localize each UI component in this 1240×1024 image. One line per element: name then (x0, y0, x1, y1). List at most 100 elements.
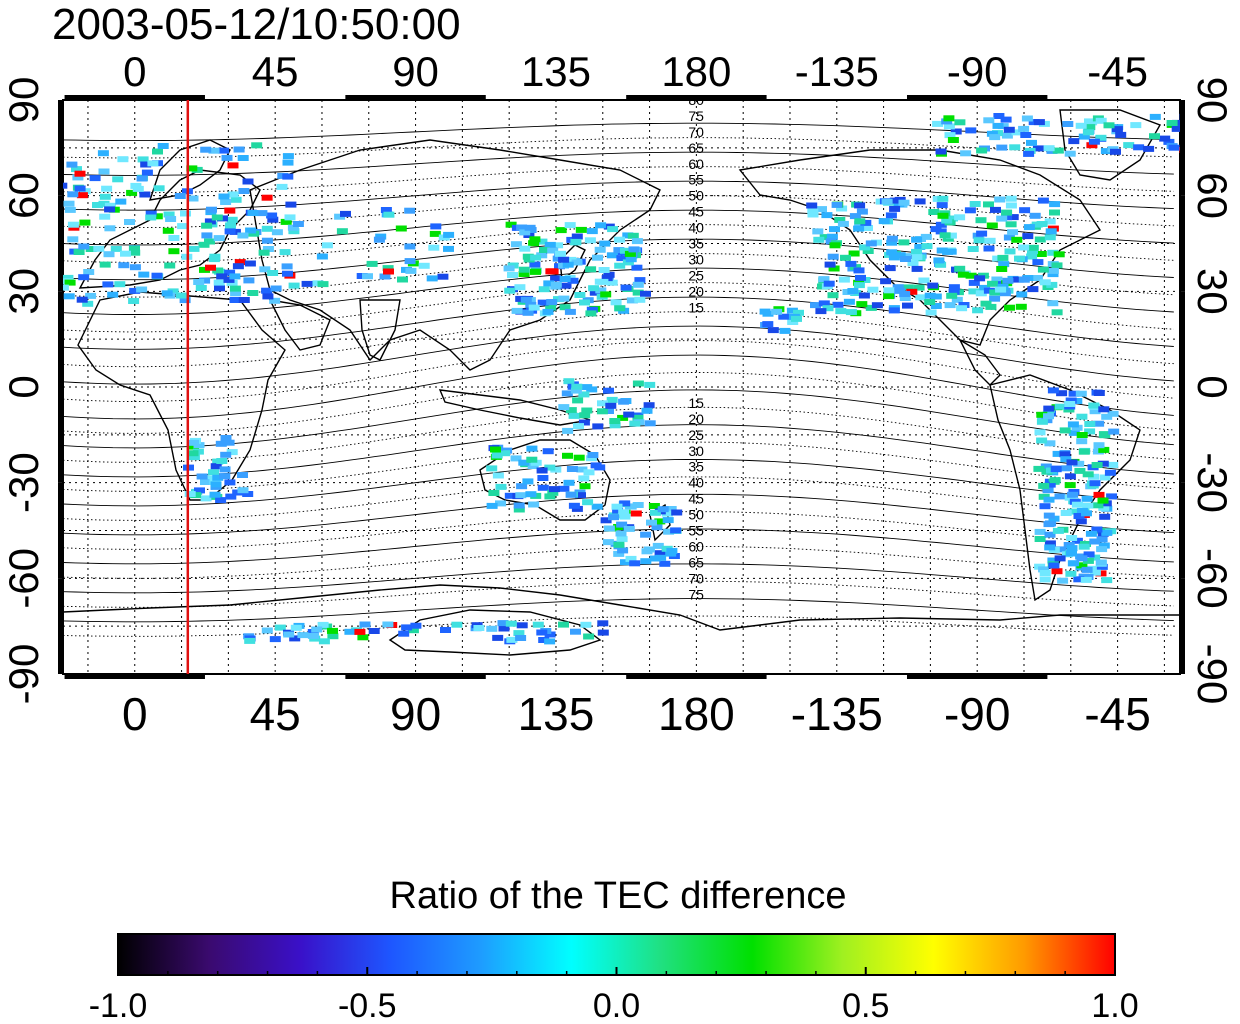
tec-pixel (620, 247, 631, 254)
tec-pixel (66, 161, 78, 168)
tec-pixel (193, 279, 205, 285)
tec-pixel (562, 452, 573, 459)
tec-pixel (145, 214, 157, 221)
tec-pixel (530, 254, 542, 261)
tec-pixel (528, 501, 540, 508)
tec-pixel (911, 248, 922, 255)
tec-pixel (823, 280, 835, 287)
tec-pixel (924, 292, 936, 299)
lon-tick-label-top: 90 (392, 48, 439, 95)
tec-pixel (141, 169, 153, 176)
tec-pixel (1051, 262, 1063, 269)
tec-pixel (1089, 480, 1101, 487)
tec-pixel (505, 221, 517, 228)
tec-pixel (819, 234, 831, 241)
tec-pixel (536, 629, 548, 636)
tec-pixel (1163, 138, 1175, 145)
tec-pixel (628, 246, 640, 253)
tec-pixel (983, 201, 994, 208)
tec-pixel (507, 272, 518, 278)
tec-pixel (516, 224, 528, 231)
tec-pixel (1004, 304, 1015, 311)
tec-pixel (1082, 129, 1094, 136)
tec-pixel (1092, 502, 1104, 509)
tec-pixel (613, 541, 625, 548)
tec-pixel (813, 236, 825, 243)
tec-pixel (1035, 251, 1047, 257)
tec-pixel (227, 191, 239, 198)
axis-bars (58, 95, 1185, 679)
tec-pixel (529, 236, 541, 243)
lat-tick-label-left: -60 (0, 548, 47, 609)
tec-pixel (1096, 546, 1108, 553)
tec-pixel (995, 286, 1007, 293)
tec-pixel (606, 396, 618, 403)
tec-pixel (279, 249, 291, 256)
tec-pixel (152, 148, 163, 155)
tec-pixel (261, 194, 273, 201)
tec-pixel (226, 449, 238, 456)
tec-pixel (945, 232, 957, 239)
tec-pixel (1036, 411, 1048, 418)
tec-pixel (654, 518, 666, 525)
tec-pixel (1088, 402, 1100, 409)
tec-pixel (671, 509, 683, 516)
tec-pixel (74, 170, 86, 177)
tec-pixel (205, 264, 216, 271)
tec-pixel (1075, 122, 1087, 129)
tec-pixel (201, 232, 213, 239)
tec-pixel (1066, 535, 1078, 541)
contour-label-south: 25 (688, 427, 704, 443)
tec-pixel (490, 446, 501, 453)
contour-label-south: 40 (688, 475, 704, 491)
tec-pixel (473, 625, 485, 631)
tec-pixel (1039, 570, 1051, 576)
tec-pixel (224, 207, 236, 214)
tec-pixel (579, 299, 590, 306)
tec-pixel (317, 621, 329, 628)
tec-pixel (599, 240, 611, 247)
tec-pixel (188, 454, 200, 461)
tec-pixel (519, 229, 531, 236)
tec-pixel (969, 201, 981, 207)
tec-pixel (1049, 209, 1060, 216)
tec-pixel (1084, 124, 1096, 131)
tec-pixel (430, 223, 442, 230)
tec-pixel (504, 287, 516, 294)
tec-pixel (71, 166, 82, 173)
tec-pixel (269, 297, 281, 304)
tec-pixel (561, 390, 573, 397)
tec-pixel (663, 528, 675, 535)
tec-pixel (1047, 249, 1059, 256)
tec-pixel (375, 233, 387, 240)
tec-pixel (418, 262, 430, 269)
tec-pixel (223, 276, 235, 283)
latitude-labels-right: 90 60 30 0 -30 -60 -90 (1189, 77, 1236, 705)
tec-pixel (894, 252, 906, 259)
colorbar-ticks: -1.0 -0.5 0.0 0.5 1.0 (89, 967, 1139, 1024)
tec-pixel (1018, 125, 1030, 132)
tec-pixel (899, 291, 911, 297)
tec-pixel (1031, 221, 1043, 228)
tec-pixel (147, 160, 159, 167)
tec-pixel (405, 267, 417, 274)
tec-pixel (229, 297, 241, 303)
tec-pixel (215, 497, 227, 504)
tec-pixel (1084, 428, 1096, 435)
tec-pixel (1083, 551, 1095, 558)
tec-pixel (536, 467, 548, 474)
axis-bar-top (64, 95, 205, 100)
tec-pixel (510, 241, 522, 248)
tec-pixel (629, 560, 641, 567)
tec-pixel (528, 304, 540, 311)
lat-tick-label-right: -30 (1189, 452, 1236, 513)
map-title: 2003-05-12/10:50:00 (52, 0, 461, 49)
tec-pixel (1011, 129, 1023, 136)
tec-pixel (973, 237, 985, 244)
tec-pixel (317, 281, 329, 288)
tec-pixel (224, 228, 236, 235)
tec-pixel (944, 302, 956, 309)
tec-pixel (513, 506, 525, 513)
tec-pixel (221, 154, 233, 161)
tec-pixel (210, 481, 222, 488)
